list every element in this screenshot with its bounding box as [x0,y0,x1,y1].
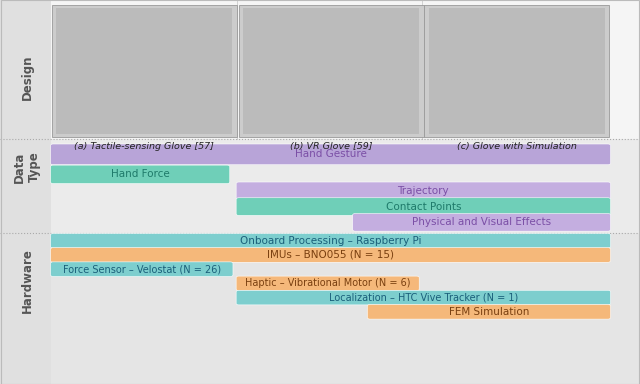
Text: Onboard Processing – Raspberry Pi: Onboard Processing – Raspberry Pi [240,236,421,246]
FancyBboxPatch shape [51,144,611,165]
Text: Data
Type: Data Type [13,151,41,183]
FancyBboxPatch shape [367,305,611,319]
Text: Haptic – Vibrational Motor (N = 6): Haptic – Vibrational Motor (N = 6) [245,278,410,288]
FancyBboxPatch shape [239,5,424,137]
FancyBboxPatch shape [51,233,611,248]
Text: (c) Glove with Simulation: (c) Glove with Simulation [457,142,577,151]
Text: IMUs – BNO055 (N = 15): IMUs – BNO055 (N = 15) [267,250,394,260]
FancyBboxPatch shape [56,8,232,134]
Text: Hand Gesture: Hand Gesture [294,149,367,159]
Text: Localization – HTC Vive Tracker (N = 1): Localization – HTC Vive Tracker (N = 1) [329,293,518,303]
FancyBboxPatch shape [236,198,611,215]
FancyBboxPatch shape [236,290,611,305]
Text: FEM Simulation: FEM Simulation [449,307,529,317]
FancyBboxPatch shape [51,262,233,276]
FancyBboxPatch shape [429,8,605,134]
Text: Contact Points: Contact Points [386,202,461,212]
Text: (b) VR Glove [59]: (b) VR Glove [59] [290,142,372,151]
FancyBboxPatch shape [243,8,419,134]
Text: Design: Design [20,54,33,99]
FancyBboxPatch shape [52,5,237,137]
FancyBboxPatch shape [0,0,640,139]
Text: (a) Tactile-sensing Glove [57]: (a) Tactile-sensing Glove [57] [74,142,214,151]
FancyBboxPatch shape [353,214,611,231]
FancyBboxPatch shape [236,182,611,200]
FancyBboxPatch shape [236,276,419,291]
Text: Hand Force: Hand Force [111,169,170,179]
Text: Physical and Visual Effects: Physical and Visual Effects [412,217,551,227]
FancyBboxPatch shape [51,165,230,184]
FancyBboxPatch shape [51,248,611,262]
FancyBboxPatch shape [424,5,609,137]
FancyBboxPatch shape [0,139,640,233]
FancyBboxPatch shape [0,0,51,384]
Text: Force Sensor – Velostat (N = 26): Force Sensor – Velostat (N = 26) [63,264,221,274]
Text: Hardware: Hardware [20,248,33,313]
Text: Trajectory: Trajectory [397,186,449,196]
FancyBboxPatch shape [0,233,640,384]
